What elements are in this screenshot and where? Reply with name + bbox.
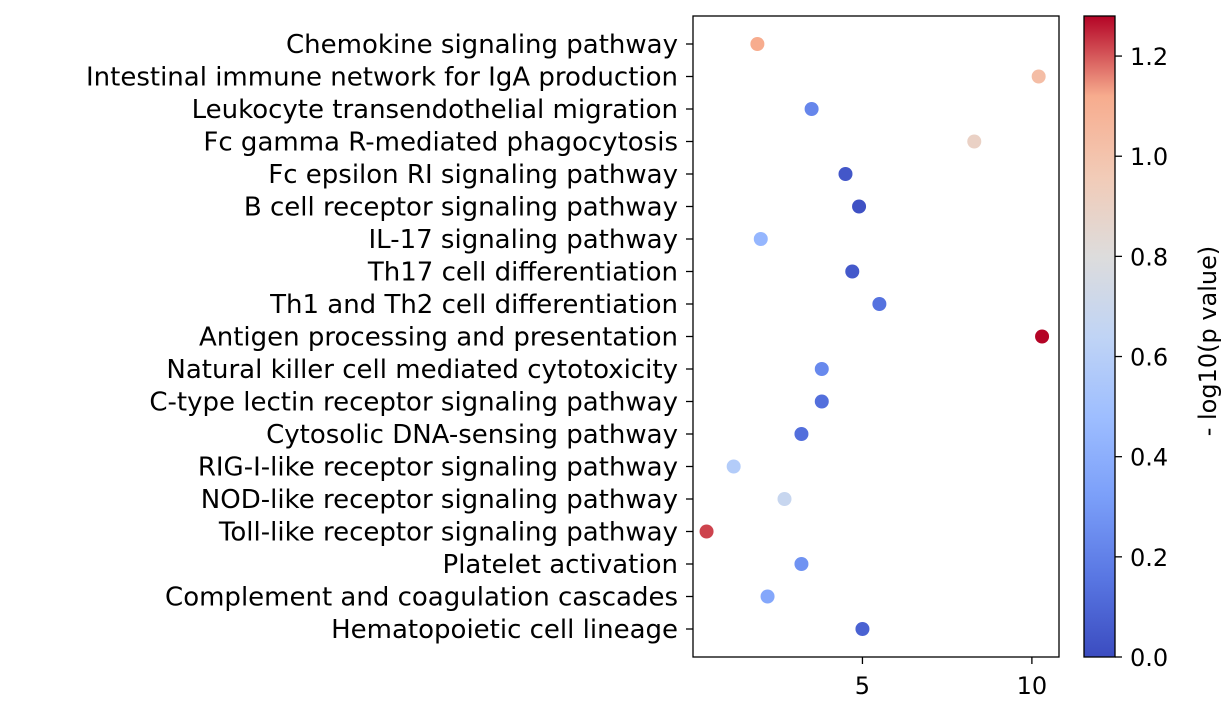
y-tick-label: Platelet activation [443, 550, 678, 580]
data-point [804, 102, 819, 116]
plot-frame [692, 15, 1060, 658]
colorbar-tick-label: 0.2 [1130, 544, 1168, 572]
y-tick-label: Fc epsilon RI signaling pathway [268, 160, 678, 190]
plot-area [693, 16, 1059, 657]
data-point [872, 297, 887, 311]
colorbar-label: - log10(p value) [1194, 246, 1222, 437]
colorbar-tick-label: 0.6 [1130, 344, 1168, 372]
y-tick-label: Fc gamma R-mediated phagocytosis [203, 128, 678, 158]
data-point [777, 492, 792, 506]
data-point [1035, 329, 1050, 344]
data-point [852, 199, 867, 214]
y-tick-label: Cytosolic DNA-sensing pathway [266, 420, 678, 450]
data-point [855, 622, 870, 636]
colorbar-tick-label: 0.8 [1130, 243, 1168, 271]
x-ticks: 5 10 [855, 657, 1047, 700]
y-tick-label: Natural killer cell mediated cytotoxicit… [166, 355, 678, 385]
colorbar-ticks: 0.0 0.2 0.4 0.6 0.8 1.0 1.2 [1115, 43, 1168, 672]
colorbar [1083, 15, 1116, 658]
y-tick-label: Antigen processing and presentation [199, 323, 678, 353]
data-point [794, 427, 809, 441]
data-point [838, 167, 853, 181]
data-point [794, 557, 809, 571]
y-ticks [686, 43, 693, 630]
data-point [814, 362, 829, 376]
y-tick-label: RIG-I-like receptor signaling pathway [198, 453, 678, 483]
y-tick-label: C-type lectin receptor signaling pathway [149, 388, 678, 418]
colorbar-tick-label: 0.4 [1130, 444, 1168, 472]
data-point [699, 524, 714, 539]
data-point [967, 134, 982, 149]
data-points [699, 37, 1050, 636]
y-tick-label: Intestinal immune network for IgA produc… [86, 63, 678, 93]
y-tick-label: Toll-like receptor signaling pathway [218, 518, 678, 548]
data-point [814, 394, 829, 409]
y-tick-label: Hematopoietic cell lineage [331, 615, 678, 645]
data-point [845, 264, 860, 279]
y-tick-label: Leukocyte transendothelial migration [192, 95, 678, 125]
data-point [750, 37, 765, 51]
data-point [726, 459, 741, 474]
colorbar-tick-label: 0.0 [1130, 644, 1168, 672]
y-tick-label: Complement and coagulation cascades [165, 583, 678, 613]
data-point [760, 589, 775, 604]
x-tick-label: 10 [1017, 672, 1048, 700]
colorbar-tick-label: 1.2 [1130, 43, 1168, 71]
data-point [753, 232, 768, 246]
y-tick-label: Th17 cell differentiation [367, 258, 678, 288]
y-tick-label: NOD-like receptor signaling pathway [201, 485, 678, 515]
y-tick-label: IL-17 signaling pathway [369, 225, 679, 255]
data-point [1031, 69, 1046, 84]
colorbar-tick-label: 1.0 [1130, 143, 1168, 171]
x-tick-label: 5 [855, 672, 870, 700]
y-tick-label: Chemokine signaling pathway [286, 30, 678, 60]
y-tick-label: Th1 and Th2 cell differentiation [269, 290, 678, 320]
y-tick-label: B cell receptor signaling pathway [244, 193, 678, 223]
